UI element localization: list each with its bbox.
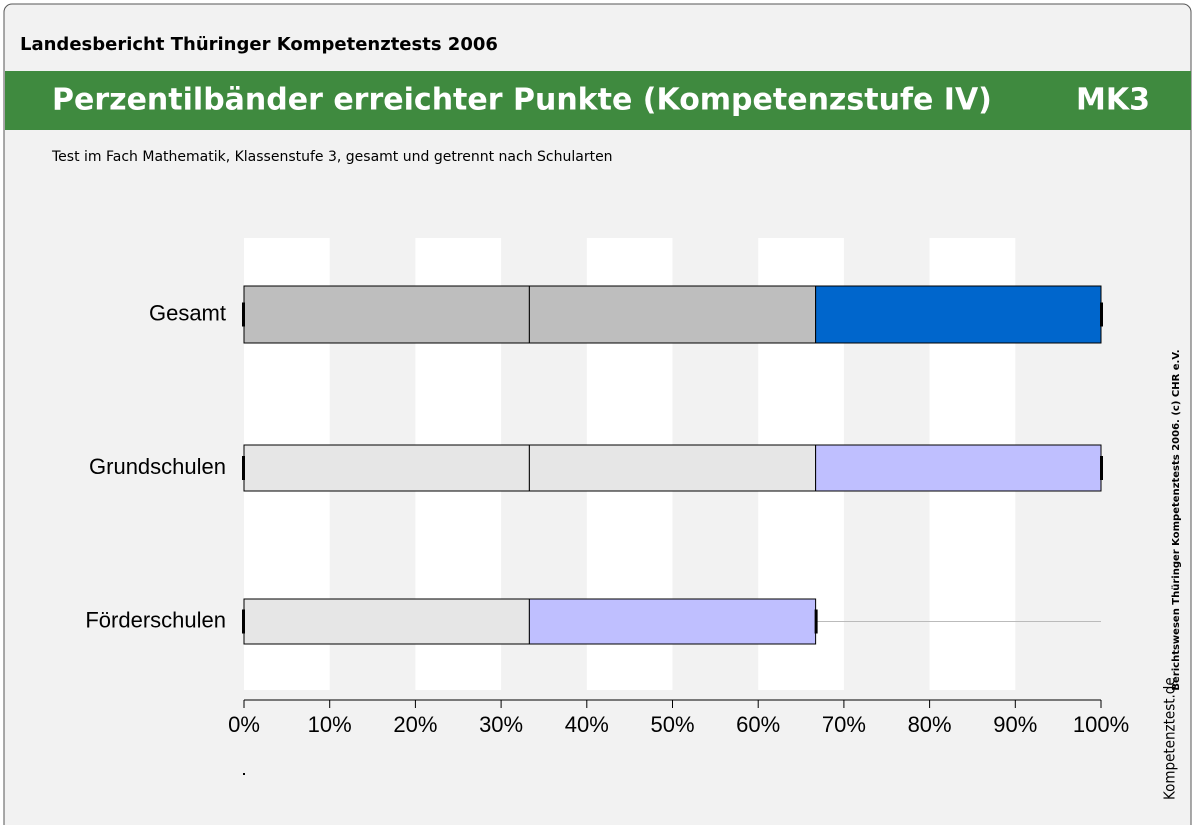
chart: 0% 10% 20% 30% 40% 50% 60% 70% 80% 90% 100% Gesamt G… (85, 238, 1129, 775)
cap (1100, 456, 1103, 480)
row-label: Grundschulen (89, 454, 226, 479)
row-label: Förderschulen (85, 607, 226, 632)
x-tick-label: 70% (822, 712, 866, 737)
cap (242, 456, 245, 480)
x-tick-label: 80% (908, 712, 952, 737)
band-segment (815, 444, 1102, 492)
dot (243, 773, 245, 775)
cap (1100, 302, 1103, 327)
x-tick-label: 10% (308, 712, 352, 737)
x-tick-label: 90% (993, 712, 1037, 737)
x-tick-label: 20% (393, 712, 437, 737)
band-segment (528, 444, 817, 492)
report-name: Landesbericht Thüringer Kompetenztests 2… (20, 34, 498, 55)
x-tick-label: 30% (479, 712, 523, 737)
band-segment (243, 444, 530, 492)
x-tick-label: 50% (650, 712, 694, 737)
title: Perzentilbänder erreichter Punkte (Kompe… (52, 83, 992, 118)
side-note: Berichtswesen Thüringer Kompetenztests 2… (1171, 349, 1182, 690)
cap (814, 609, 818, 634)
x-tick-label: 100% (1073, 712, 1129, 737)
band-segment (243, 598, 530, 645)
subtitle: Test im Fach Mathematik, Klassenstufe 3,… (51, 149, 613, 165)
x-tick-label: 60% (736, 712, 780, 737)
x-tick-label: 0% (228, 712, 260, 737)
x-tick-label: 40% (565, 712, 609, 737)
title-band (5, 71, 1191, 130)
cap (242, 302, 245, 327)
cap (242, 609, 245, 634)
code: MK3 (1076, 83, 1150, 118)
band-segment (528, 598, 817, 645)
band-segment (528, 285, 817, 344)
row-label: Gesamt (149, 300, 226, 325)
band-segment (243, 285, 530, 344)
logo: Kompetenztest.de (1161, 677, 1179, 800)
band-segment (815, 285, 1102, 344)
